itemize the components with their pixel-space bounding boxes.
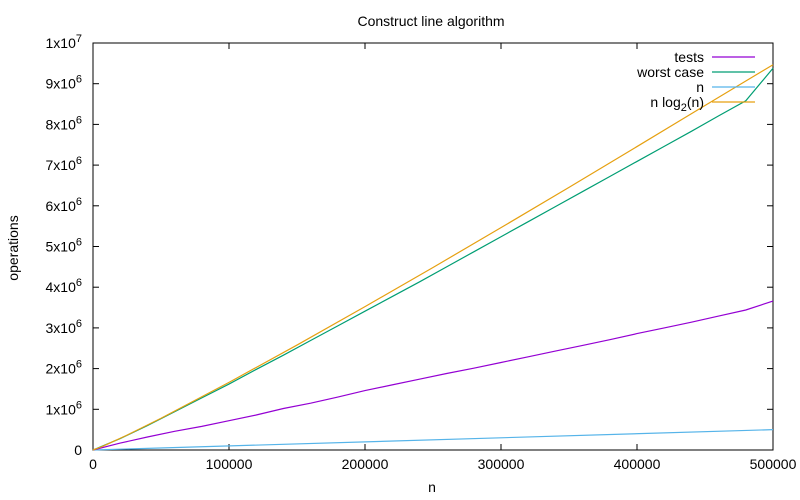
series-layer xyxy=(92,64,774,451)
series-line-2 xyxy=(92,429,774,451)
legend-label: tests xyxy=(674,49,704,65)
legend-label: n log2(n) xyxy=(650,94,704,114)
y-tick-label: 1x107 xyxy=(46,33,82,51)
x-axis: 0 100000 200000 300000 400000 500000 xyxy=(89,43,797,472)
y-tick-label: 3x106 xyxy=(46,318,82,336)
y-tick-label: 5x106 xyxy=(46,237,82,255)
x-axis-label: n xyxy=(428,479,436,495)
y-axis-label: operations xyxy=(5,215,21,280)
y-tick-label: 7x106 xyxy=(46,155,82,173)
x-tick-label: 400000 xyxy=(614,456,661,472)
y-tick-label: 0 xyxy=(74,442,82,458)
y-tick-label: 2x106 xyxy=(46,359,82,377)
x-tick-label: 200000 xyxy=(342,456,389,472)
series-line-0 xyxy=(92,300,774,451)
y-tick-label: 9x106 xyxy=(46,74,82,92)
y-tick-label: 1x106 xyxy=(46,399,82,417)
legend-label: worst case xyxy=(636,64,704,80)
x-tick-label: 0 xyxy=(89,456,97,472)
y-tick-label: 4x106 xyxy=(46,277,82,295)
x-tick-label: 300000 xyxy=(478,456,525,472)
y-tick-label: 8x106 xyxy=(46,114,82,132)
series-line-1 xyxy=(92,67,774,451)
x-tick-label: 100000 xyxy=(206,456,253,472)
legend-label: n xyxy=(696,79,704,95)
chart-title: Construct line algorithm xyxy=(357,13,504,29)
x-tick-label: 500000 xyxy=(750,456,797,472)
series-line-3 xyxy=(92,64,774,451)
y-tick-label: 6x106 xyxy=(46,196,82,214)
